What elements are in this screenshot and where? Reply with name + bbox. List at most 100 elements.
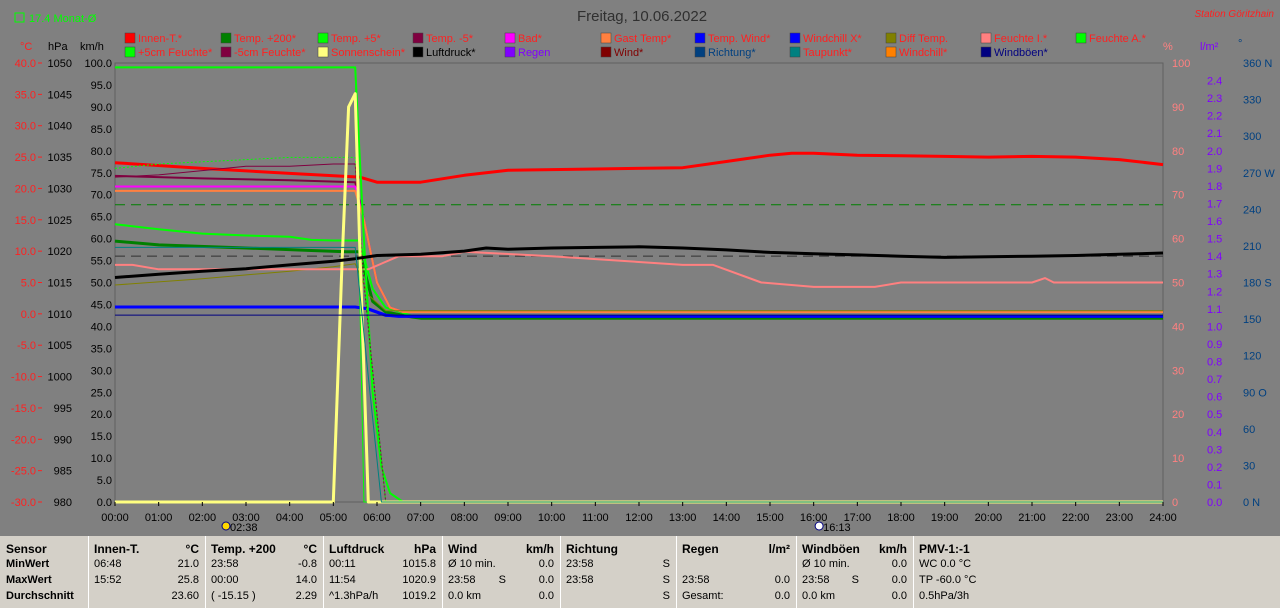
stats-cell: 0.0 [538, 574, 554, 586]
legend-label: Feuchte A.* [1089, 33, 1147, 45]
stats-cell: S [662, 558, 670, 570]
stats-cell: Wind [448, 542, 478, 556]
stats-cell: Sensor [6, 542, 47, 556]
pct-tick-label: 50 [1172, 278, 1184, 290]
stats-column: Richtung 23:58 S 23:58 S S [560, 536, 677, 608]
rain-tick-label: 2.0 [1207, 146, 1222, 158]
rain-tick-label: 0.6 [1207, 392, 1222, 404]
time-tick-label: 00:00 [101, 512, 129, 524]
kmh-tick-label: 40.0 [91, 321, 112, 333]
legend-label: Innen-T.* [138, 33, 183, 45]
legend-swatch [1075, 32, 1087, 44]
hpa-tick-label: 1030 [48, 183, 72, 195]
stats-row: Ø 10 min. 0.0 [802, 558, 907, 574]
stats-row: TP -60.0 °C [919, 574, 1274, 590]
deg-tick-label: 210 [1243, 241, 1261, 253]
legend-swatch [600, 32, 612, 44]
deg-tick-label: 330 [1243, 95, 1261, 107]
stats-cell: km/h [878, 542, 907, 556]
stats-cell: -0.8 [298, 558, 317, 570]
deg-tick-label: 60 [1243, 424, 1255, 436]
time-tick-label: 23:00 [1106, 512, 1134, 524]
stats-row: Windböen km/h [802, 542, 907, 558]
stats-cell: 23:58 [566, 574, 594, 586]
stats-cell: 0.0 km [448, 590, 482, 602]
rain-tick-label: 0.4 [1207, 427, 1222, 439]
time-tick-label: 01:00 [145, 512, 173, 524]
stats-cell: S [498, 574, 506, 586]
rain-tick-label: 1.5 [1207, 234, 1222, 246]
temp-tick-label: 35.0 [15, 89, 36, 101]
stats-cell: WC 0.0 °C [919, 558, 972, 570]
stats-row: ( -15.15 ) 2.29 [211, 590, 317, 606]
rain-tick-label: 0.0 [1207, 497, 1222, 509]
time-tick-label: 18:00 [887, 512, 915, 524]
legend-swatch [694, 46, 706, 58]
stats-row: 0.0 km 0.0 [448, 590, 554, 606]
legend-label: Temp. Wind* [708, 33, 771, 45]
stats-cell: 0.5hPa/3h [919, 590, 970, 602]
series-line-8 [114, 263, 1163, 312]
legend-label: Feuchte I.* [994, 33, 1048, 45]
rain-tick-label: 1.4 [1207, 251, 1222, 263]
stats-cell: hPa [413, 542, 436, 556]
stats-column: Innen-T. °C 06:48 21.0 15:52 25.8 23.60 [88, 536, 206, 608]
stats-row: 23:58 S [566, 574, 670, 590]
kmh-tick-label: 5.0 [97, 475, 112, 487]
legend-label: Taupunkt* [803, 47, 853, 59]
time-tick-label: 21:00 [1018, 512, 1046, 524]
time-tick-label: 03:00 [232, 512, 260, 524]
rain-tick-label: 1.8 [1207, 181, 1222, 193]
sunset-icon [814, 521, 824, 531]
time-tick-label: 15:00 [756, 512, 784, 524]
stats-cell: 23:58 [211, 558, 239, 570]
hpa-tick-label: 1045 [48, 89, 72, 101]
legend-swatch [789, 32, 801, 44]
stats-cell: 23:58 [682, 574, 710, 586]
stats-row: PMV-1:-1 [919, 542, 1274, 558]
series-line-9 [115, 250, 1163, 288]
legend-label: Temp. +200* [234, 33, 297, 45]
stats-row: 15:52 25.8 [94, 574, 199, 590]
pct-tick-label: 90 [1172, 102, 1184, 114]
temp-tick-label: 30.0 [15, 121, 36, 133]
temp-tick-label: -25.0 [11, 466, 36, 478]
stats-cell: MinWert [6, 558, 50, 570]
deg-tick-label: 150 [1243, 314, 1261, 326]
stats-row: 0.0 km 0.0 [802, 590, 907, 606]
stats-cell: 2.29 [295, 590, 317, 602]
deg-tick-label: 30 [1243, 460, 1255, 472]
pct-tick-label: 0 [1172, 497, 1178, 509]
legend: Innen-T.* Temp. +200* Temp. +5* Temp. -5* Ba… [124, 32, 1147, 59]
rain-tick-label: 0.2 [1207, 462, 1222, 474]
stats-column: PMV-1:-1 WC 0.0 °C TP -60.0 °C 0.5hPa/3h [913, 536, 1280, 608]
time-tick-label: 20:00 [975, 512, 1003, 524]
pct-tick-label: 100 [1172, 58, 1190, 70]
legend-label: Regen [518, 47, 550, 59]
kmh-tick-label: 20.0 [91, 409, 112, 421]
hpa-tick-label: 1010 [48, 309, 72, 321]
legend-label: Bad* [518, 33, 543, 45]
stats-cell: Luftdruck [329, 542, 385, 556]
legend-label: +5cm Feuchte* [138, 47, 213, 59]
unit-deg-label: ° [1238, 38, 1242, 50]
series-line-0 [114, 151, 1164, 184]
legend-swatch [885, 32, 897, 44]
legend-swatch [980, 32, 992, 44]
stats-cell: °C [303, 542, 317, 556]
stats-cell: ^1.3hPa/h [329, 590, 379, 602]
series-lines [114, 66, 1164, 504]
temp-tick-label: -5.0 [17, 340, 36, 352]
month-avg-label: 17.4 Monat-Ø [29, 13, 97, 25]
station-name: Station Göritzhain [1195, 9, 1275, 20]
sunrise-icon [221, 521, 231, 531]
hpa-tick-label: 995 [54, 403, 72, 415]
deg-tick-label: 240 [1243, 204, 1261, 216]
stats-cell: 0.0 [891, 590, 907, 602]
sunset-time: 16:13 [823, 522, 851, 534]
stats-cell: 25.8 [177, 574, 199, 586]
rain-tick-label: 1.1 [1207, 304, 1222, 316]
time-tick-label: 08:00 [451, 512, 479, 524]
stats-column: Sensor MinWert MaxWert Durchschnitt [0, 536, 89, 608]
kmh-tick-label: 65.0 [91, 212, 112, 224]
